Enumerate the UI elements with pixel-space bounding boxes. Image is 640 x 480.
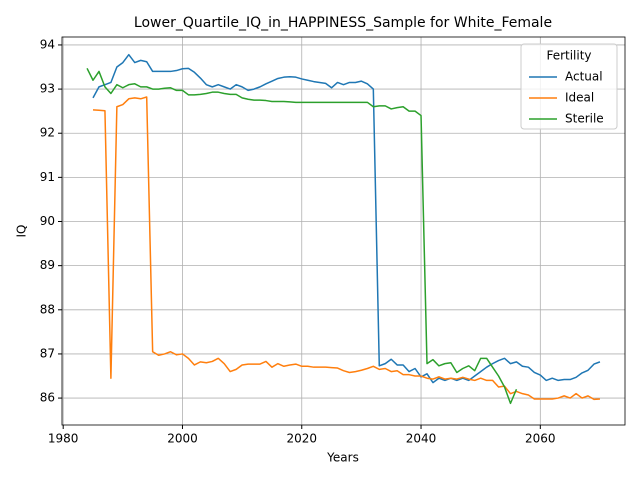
chart-title: Lower_Quartile_IQ_in_HAPPINESS_Sample fo… (134, 15, 552, 31)
y-tick-label: 89 (40, 258, 55, 272)
legend-label: Actual (565, 70, 603, 84)
y-tick-label: 90 (40, 214, 55, 228)
series-line (86, 68, 518, 405)
y-tick-label: 86 (40, 391, 55, 405)
plot-frame (61, 36, 626, 426)
x-axis-label: Years (326, 451, 359, 465)
legend-label: Ideal (565, 91, 594, 105)
series-line (92, 53, 601, 384)
y-tick-label: 94 (40, 37, 55, 51)
x-tick-label: 2060 (525, 432, 556, 446)
y-tick-label: 88 (40, 302, 55, 316)
x-tick-label: 2040 (406, 432, 437, 446)
legend-label: Sterile (565, 112, 604, 126)
y-tick-label: 91 (40, 170, 55, 184)
y-tick-label: 93 (40, 82, 55, 96)
y-tick-label: 87 (40, 346, 55, 360)
x-tick-label: 2000 (167, 432, 198, 446)
y-tick-label: 92 (40, 126, 55, 140)
legend-title: Fertility (546, 49, 591, 63)
x-tick-label: 2020 (286, 432, 317, 446)
x-tick-label: 1980 (48, 432, 79, 446)
legend-box (520, 43, 618, 130)
y-axis-label: IQ (15, 225, 29, 238)
